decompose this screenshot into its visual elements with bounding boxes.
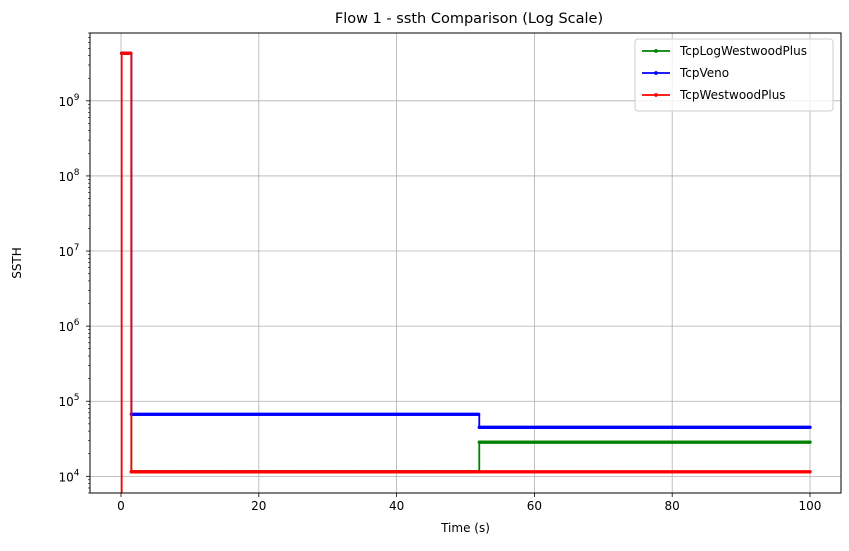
y-tick-exponent: 4 (74, 468, 80, 478)
y-tick-label: 109 (58, 93, 79, 109)
y-tick-exponent: 9 (74, 93, 80, 103)
y-tick-exponent: 7 (74, 243, 80, 253)
x-tick-label: 100 (799, 499, 822, 513)
data-point (808, 470, 812, 474)
x-tick-label: 20 (251, 499, 266, 513)
legend-marker (654, 93, 658, 97)
y-tick-base: 10 (58, 245, 73, 259)
series-line (120, 52, 810, 493)
y-tick-label: 107 (58, 243, 79, 259)
y-tick-exponent: 8 (74, 168, 80, 178)
data-point (808, 425, 812, 429)
y-axis-label: SSTH (10, 247, 24, 279)
y-tick-label: 104 (58, 468, 79, 484)
y-tick-base: 10 (58, 170, 73, 184)
y-tick-label: 108 (58, 168, 79, 184)
x-axis: 0 20 40 60 80 100 (117, 493, 821, 513)
x-tick-label: 60 (527, 499, 542, 513)
axes-frame (89, 32, 842, 494)
y-tick-exponent: 5 (74, 393, 80, 403)
data-point (476, 412, 481, 416)
data-point (128, 51, 133, 55)
x-tick-label: 80 (665, 499, 680, 513)
y-tick-exponent: 6 (74, 318, 80, 328)
y-tick-label: 106 (58, 318, 79, 334)
legend-box (634, 38, 834, 112)
y-tick-label: 105 (58, 393, 79, 409)
data-point (808, 440, 812, 444)
x-tick-label: 0 (117, 499, 125, 513)
legend: TcpLogWestwoodPlus TcpVeno TcpWestwoodPlus (634, 38, 834, 112)
legend-label: TcpLogWestwoodPlus (679, 44, 807, 58)
legend-marker (654, 71, 658, 75)
legend-label: TcpWestwoodPlus (679, 88, 786, 102)
legend-marker (654, 49, 658, 53)
legend-label: TcpVeno (679, 66, 729, 80)
plot-area (119, 51, 812, 493)
series-line (121, 52, 810, 473)
y-tick-base: 10 (58, 470, 73, 484)
y-tick-base: 10 (58, 320, 73, 334)
chart-title: Flow 1 - ssth Comparison (Log Scale) (335, 11, 603, 27)
x-tick-label: 40 (389, 499, 404, 513)
x-axis-label: Time (s) (440, 521, 490, 535)
y-tick-base: 10 (58, 395, 73, 409)
y-tick-base: 10 (58, 95, 73, 109)
